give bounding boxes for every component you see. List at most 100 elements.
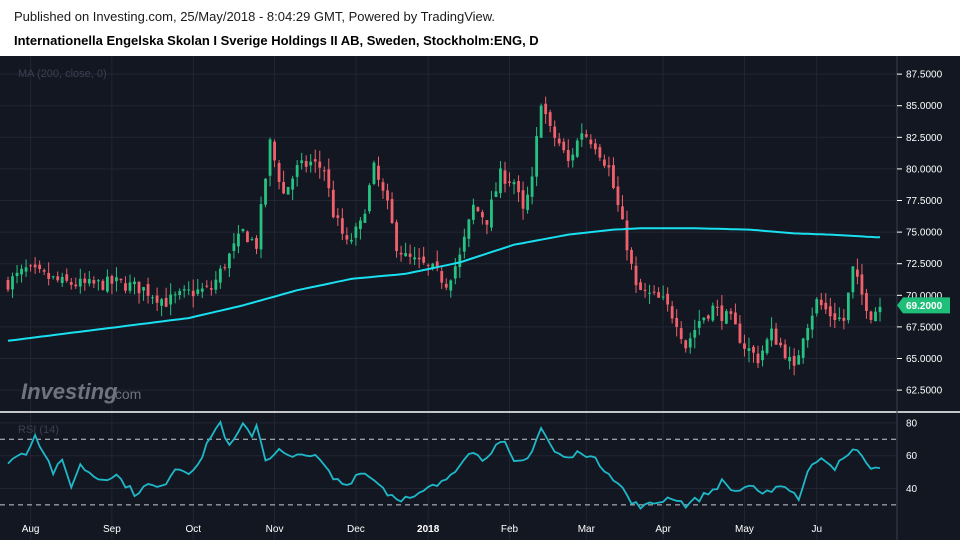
candle-body bbox=[770, 328, 773, 341]
time-tick-label: Mar bbox=[578, 524, 596, 535]
rsi-axis: 80 60 40 bbox=[906, 418, 918, 495]
candle-body bbox=[856, 269, 859, 277]
candle-body bbox=[38, 264, 42, 270]
candle-body bbox=[368, 185, 371, 212]
candle-body bbox=[110, 276, 114, 284]
candle-body bbox=[105, 276, 109, 292]
candle-body bbox=[101, 280, 105, 290]
candle-body bbox=[291, 178, 295, 190]
candle-body bbox=[322, 170, 326, 172]
candle-body bbox=[625, 220, 629, 251]
candle-body bbox=[833, 313, 837, 320]
candle-body bbox=[92, 280, 96, 284]
candle-body bbox=[60, 276, 64, 284]
candle-body bbox=[246, 231, 249, 243]
candle-body bbox=[200, 288, 204, 292]
candle-body bbox=[232, 243, 236, 251]
candle-body bbox=[327, 169, 331, 189]
rsi-tick-label: 60 bbox=[906, 451, 918, 462]
candle-body bbox=[874, 311, 877, 322]
candle-body bbox=[169, 294, 173, 305]
candle-body bbox=[417, 257, 421, 260]
candle-body bbox=[268, 139, 272, 176]
candle-body bbox=[408, 253, 412, 257]
candle-body bbox=[273, 141, 276, 161]
candle-body bbox=[566, 149, 570, 162]
time-tick-label: Feb bbox=[501, 524, 519, 535]
candle-body bbox=[390, 199, 394, 223]
candle-body bbox=[137, 281, 141, 294]
candle-body bbox=[354, 226, 358, 238]
candle-body bbox=[359, 220, 362, 229]
candle-body bbox=[304, 160, 308, 167]
candle-body bbox=[51, 276, 55, 278]
candle-body bbox=[440, 271, 444, 283]
candle-body bbox=[747, 348, 751, 351]
candle-body bbox=[657, 292, 661, 298]
candle-body bbox=[227, 253, 231, 269]
candle-body bbox=[295, 165, 299, 177]
candle-body bbox=[557, 138, 561, 144]
candle-body bbox=[29, 265, 32, 267]
candle-body bbox=[20, 268, 23, 275]
candle-body bbox=[74, 284, 78, 287]
candle-body bbox=[33, 264, 37, 268]
candle-body bbox=[237, 233, 240, 247]
candle-body bbox=[128, 282, 132, 291]
ma-indicator-label: MA (200, close, 0) bbox=[18, 68, 107, 80]
candle-body bbox=[499, 168, 502, 194]
candle-body bbox=[133, 281, 136, 285]
candle-body bbox=[598, 147, 602, 158]
candle-body bbox=[679, 328, 683, 339]
candle-body bbox=[526, 194, 529, 211]
candle-body bbox=[806, 327, 810, 341]
candle-body bbox=[340, 218, 344, 234]
candle-body bbox=[639, 282, 642, 290]
rsi-indicator-label: RSI (14) bbox=[18, 424, 59, 436]
candle-body bbox=[752, 346, 755, 353]
candle-body bbox=[6, 280, 10, 290]
candle-body bbox=[738, 323, 742, 343]
candle-body bbox=[485, 220, 489, 225]
candle-body bbox=[607, 165, 611, 168]
candle-body bbox=[575, 140, 579, 157]
candle-body bbox=[151, 297, 154, 299]
candle-body bbox=[282, 182, 286, 194]
candle-body bbox=[729, 311, 733, 314]
price-tag-box bbox=[897, 297, 950, 314]
candle-body bbox=[187, 289, 191, 291]
candle-body bbox=[815, 299, 819, 314]
price-tick-label: 65.0000 bbox=[906, 354, 943, 365]
candle-body bbox=[300, 160, 304, 164]
current-price-tag: 69.2000 bbox=[897, 297, 950, 314]
candle-body bbox=[612, 165, 615, 188]
candle-body bbox=[56, 276, 60, 281]
price-tick-label: 72.5000 bbox=[906, 259, 943, 270]
candle-body bbox=[241, 228, 245, 232]
candle-body bbox=[648, 292, 651, 294]
candle-body bbox=[124, 283, 127, 291]
candle-body bbox=[69, 282, 73, 285]
candle-body bbox=[688, 338, 692, 348]
candle-body bbox=[797, 355, 801, 365]
candle-body bbox=[250, 239, 254, 241]
candle-body bbox=[422, 256, 426, 263]
ma-line bbox=[7, 227, 880, 342]
candle-body bbox=[562, 141, 566, 151]
candle-body bbox=[756, 353, 760, 364]
chart-area[interactable]: Investing .com MA (200, close, 0) RSI (1… bbox=[0, 56, 960, 540]
rsi-tick-label: 80 bbox=[906, 418, 918, 429]
time-tick-label: Apr bbox=[655, 524, 671, 535]
candle-body bbox=[404, 253, 407, 257]
candle-body bbox=[458, 254, 462, 267]
candle-body bbox=[160, 299, 164, 306]
candle-body bbox=[399, 252, 403, 255]
candle-body bbox=[277, 163, 281, 182]
candle-body bbox=[810, 315, 814, 330]
candle-body bbox=[828, 306, 832, 317]
candle-body bbox=[521, 190, 525, 209]
candle-body bbox=[774, 328, 778, 345]
candle-body bbox=[87, 279, 91, 284]
candle-body bbox=[372, 162, 376, 184]
candle-body bbox=[426, 264, 430, 266]
